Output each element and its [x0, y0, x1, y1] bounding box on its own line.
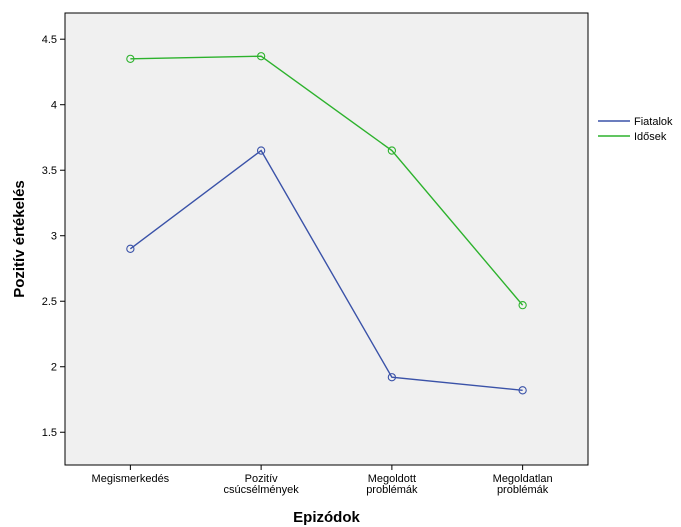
legend-label: Fiatalok — [634, 116, 673, 128]
x-axis: Megismerkedés Pozitív csúcsélmények Megoldo… — [92, 465, 553, 496]
y-tick-label: 2 — [51, 362, 57, 374]
y-tick-label: 3.5 — [42, 165, 57, 177]
x-tick-label-line: Megismerkedés — [92, 473, 170, 485]
y-tick-label: 4 — [51, 100, 57, 112]
y-tick-label: 2.5 — [42, 296, 57, 308]
data-point — [387, 373, 397, 382]
x-tick-label-line: csúcsélmények — [224, 484, 300, 496]
x-tick-label: Megismerkedés — [92, 473, 170, 485]
data-point — [126, 54, 135, 64]
x-tick-label-line: problémák — [497, 484, 549, 496]
series-line-fiatalok — [129, 149, 523, 392]
x-tick-label-line: Pozitív — [245, 473, 279, 485]
series-layer — [126, 52, 527, 395]
x-tick-label-line: Megoldatlan — [493, 473, 553, 485]
legend: Fiatalok Idősek — [598, 116, 673, 143]
x-axis-title: Epizódok — [293, 509, 360, 526]
series-line-idősek — [130, 55, 524, 306]
data-point — [256, 146, 266, 155]
y-tick-label: 3 — [51, 231, 57, 243]
data-point — [518, 386, 527, 395]
y-axis: 1.5 2 2.5 3 3.5 4 4.5 — [42, 34, 65, 439]
x-tick-label-line: problémák — [366, 484, 418, 496]
data-point — [126, 244, 135, 253]
x-tick-label: Megoldatlan problémák — [493, 473, 553, 496]
x-tick-label-line: Megoldott — [368, 473, 416, 485]
x-tick-label: Pozitív csúcsélmények — [224, 473, 300, 496]
data-point — [256, 52, 266, 61]
y-tick-label: 1.5 — [42, 427, 57, 439]
legend-label: Idősek — [634, 131, 667, 143]
y-axis-title: Pozitív értékelés — [11, 180, 28, 298]
data-point — [518, 301, 527, 310]
x-tick-label: Megoldott problémák — [366, 473, 418, 496]
plot-area — [64, 12, 589, 466]
data-point — [387, 146, 397, 155]
y-tick-label: 4.5 — [42, 34, 57, 46]
